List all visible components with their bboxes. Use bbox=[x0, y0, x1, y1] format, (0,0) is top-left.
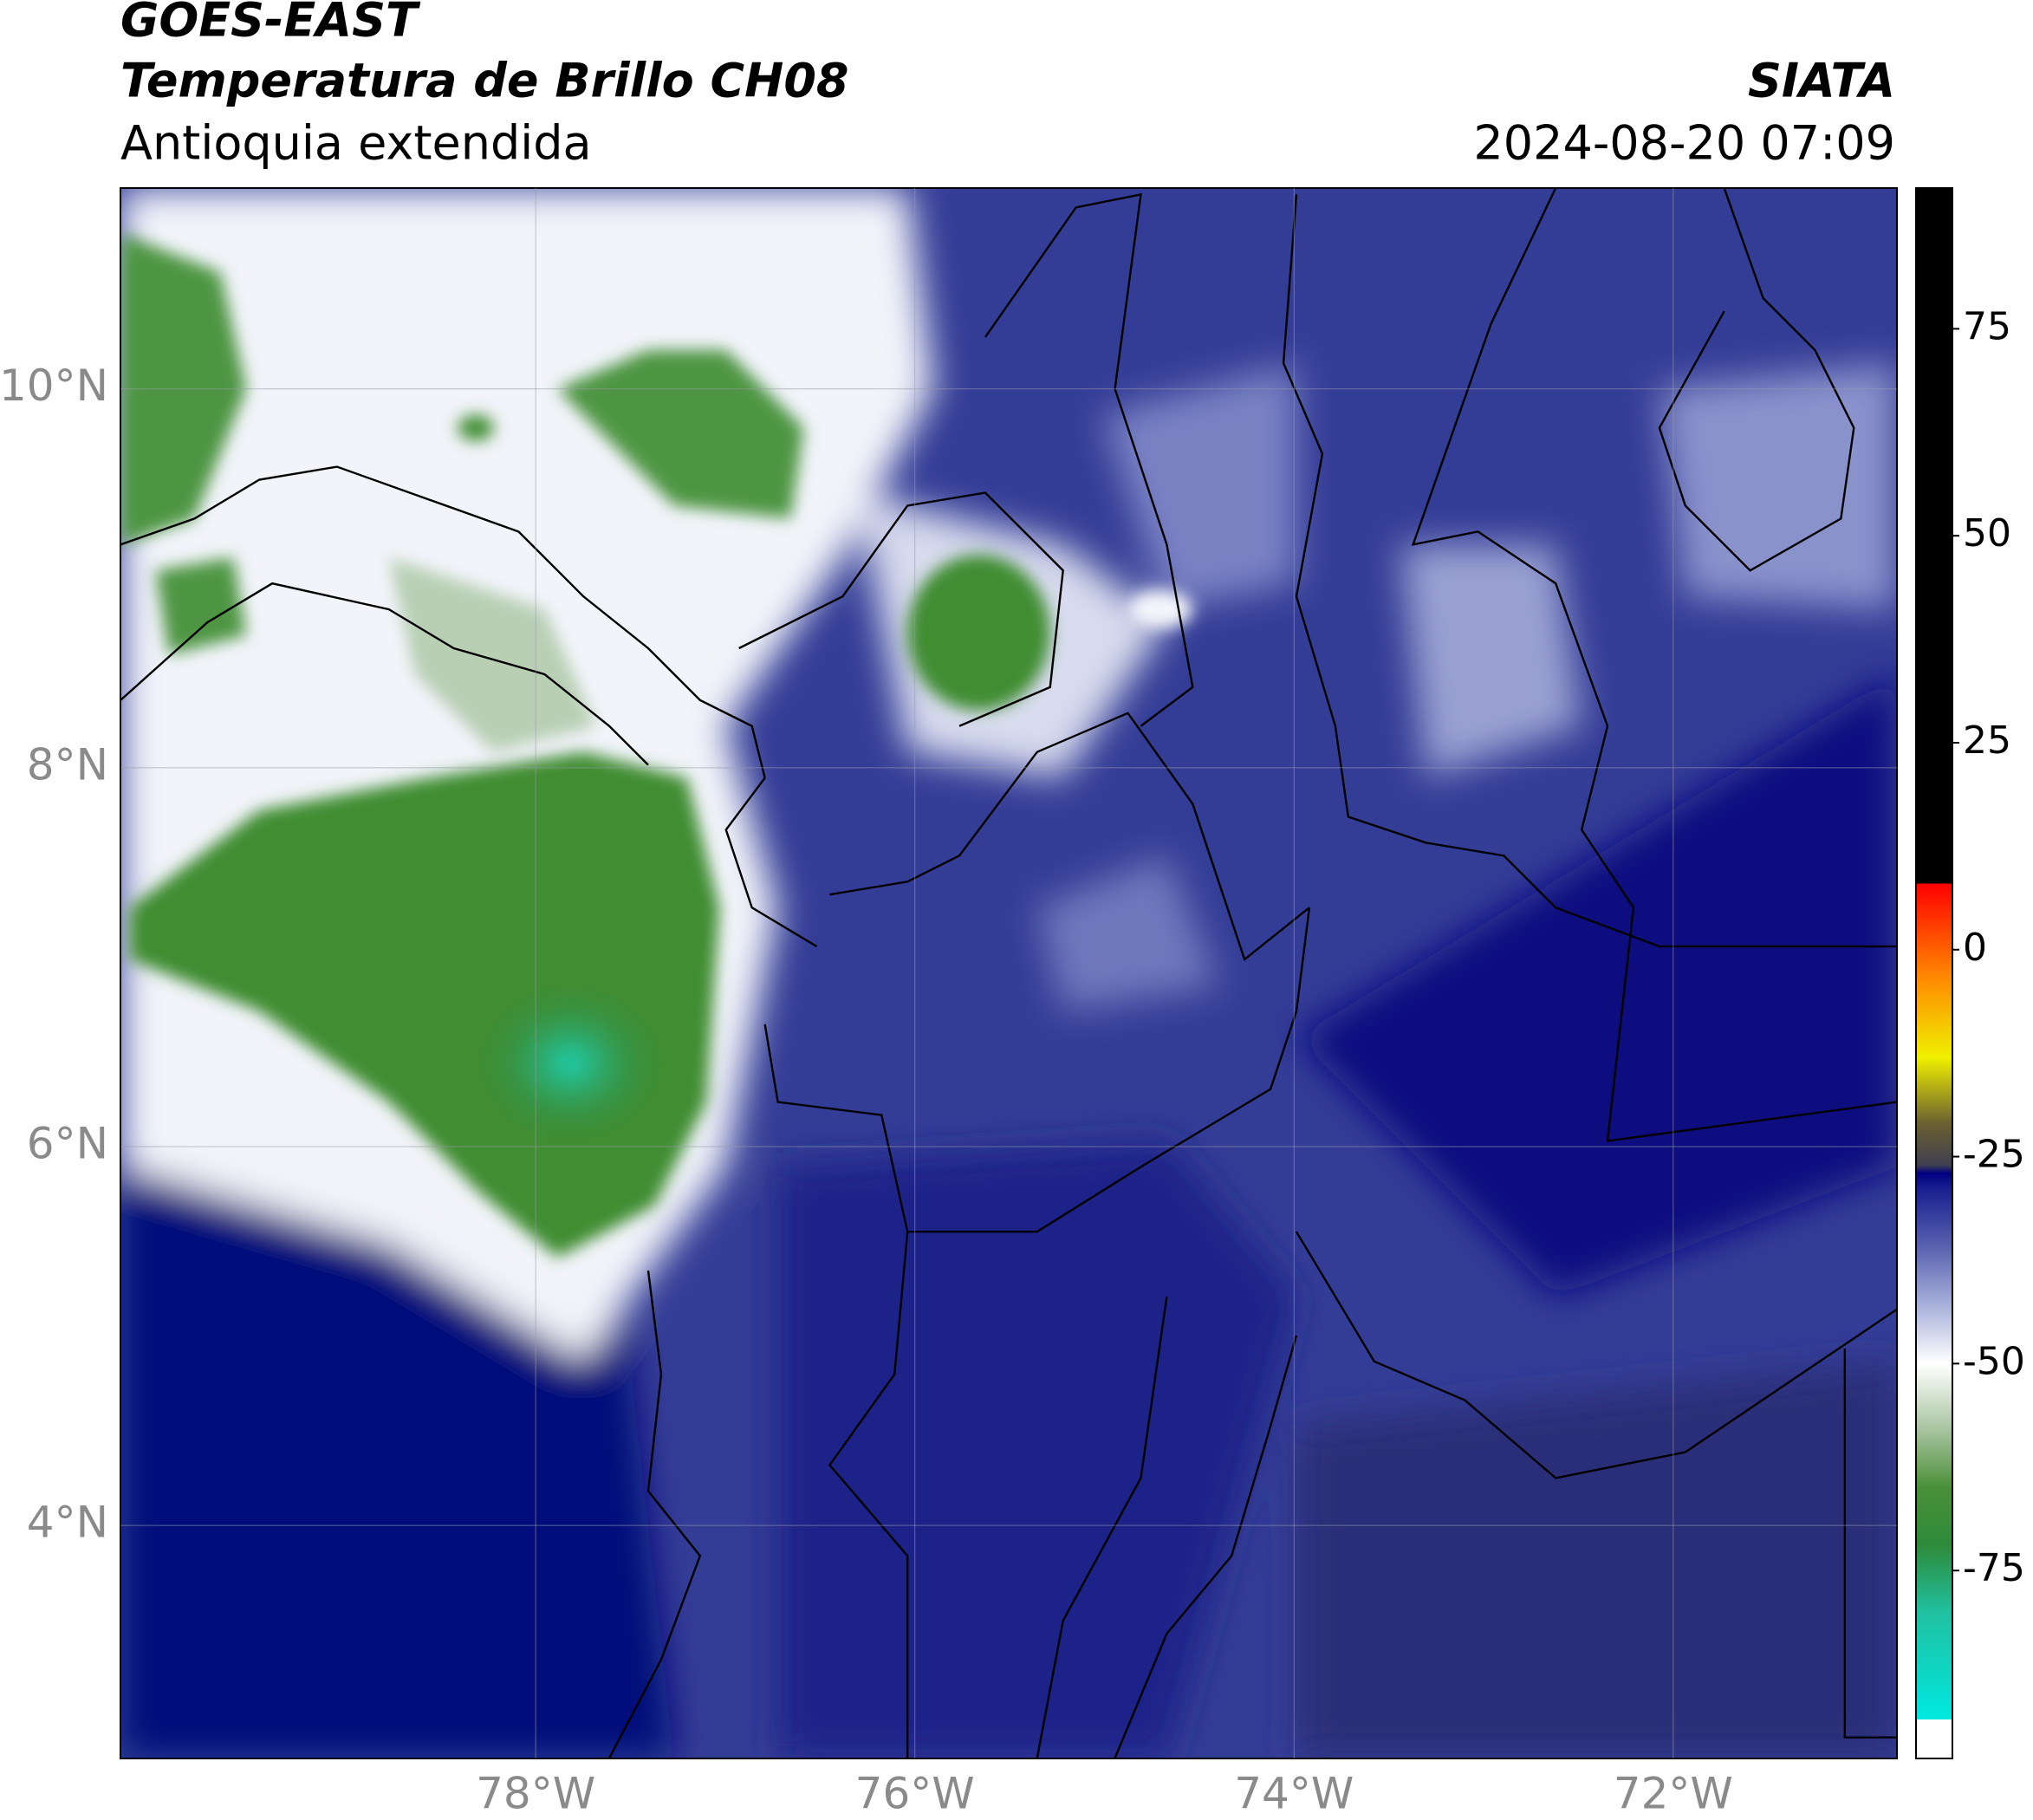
region: Antioquia extendida bbox=[120, 116, 592, 171]
colorbar-bar bbox=[1915, 187, 1953, 1759]
source: SIATA bbox=[1748, 54, 1895, 108]
y-tick-label: 4°N bbox=[27, 1498, 108, 1548]
y-tick-label: 6°N bbox=[27, 1118, 108, 1168]
map-frame bbox=[120, 187, 1898, 1759]
x-tick-label: 74°W bbox=[1234, 1769, 1354, 1819]
borders bbox=[120, 188, 1897, 1758]
colorbar-tick-label: -25 bbox=[1963, 1133, 2025, 1177]
satellite-image bbox=[120, 188, 1897, 1758]
ticks: 78°W 76°W 74°W 72°W 4°N 6°N 8°N 10°N bbox=[0, 361, 1733, 1818]
colorbar-tick-label: 25 bbox=[1963, 718, 2011, 763]
colorbar-tick-label: 0 bbox=[1963, 926, 1987, 970]
title: GOES-EAST bbox=[120, 0, 421, 48]
grid bbox=[120, 188, 1897, 1758]
colorbar-tick-label: -75 bbox=[1963, 1546, 2025, 1590]
colorbar-tick-label: -50 bbox=[1963, 1339, 2025, 1383]
colorbar-tick-label: 50 bbox=[1963, 511, 2011, 556]
x-tick-label: 72°W bbox=[1614, 1769, 1733, 1819]
x-tick-label: 76°W bbox=[855, 1769, 975, 1819]
x-tick-label: 78°W bbox=[476, 1769, 595, 1819]
y-tick-label: 10°N bbox=[0, 361, 108, 411]
timestamp: 2024-08-20 07:09 bbox=[1473, 116, 1895, 171]
subtitle: Temperatura de Brillo CH08 bbox=[120, 54, 849, 108]
colorbar: -75 -50 -25 0 25 50 75 bbox=[1915, 187, 2025, 1759]
y-tick-label: 8°N bbox=[27, 739, 108, 790]
colorbar-tick-label: 75 bbox=[1963, 304, 2011, 348]
